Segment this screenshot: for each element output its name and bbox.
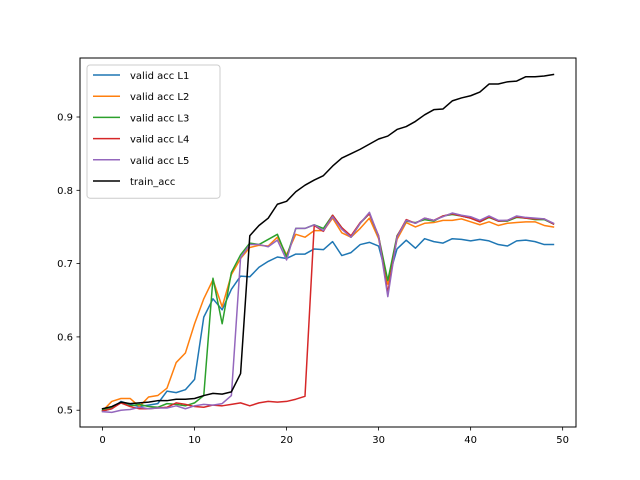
legend-label-4: valid acc L4 bbox=[130, 135, 189, 146]
legend-label-1: valid acc L1 bbox=[130, 71, 189, 82]
plot-area-frame bbox=[79, 57, 577, 428]
y-tick-label: 0.8 bbox=[57, 186, 73, 197]
x-tick-label: 0 bbox=[99, 435, 105, 446]
y-tick-label: 0.7 bbox=[57, 259, 73, 270]
legend-label-5: valid acc L5 bbox=[130, 156, 189, 167]
legend-label-3: valid acc L3 bbox=[130, 113, 189, 124]
x-tick-label: 30 bbox=[372, 435, 385, 446]
x-tick-label: 40 bbox=[464, 435, 477, 446]
legend-label-6: train_acc bbox=[130, 177, 175, 188]
y-tick-label: 0.5 bbox=[57, 406, 73, 417]
series-line-5 bbox=[101, 211, 555, 414]
series-line-1 bbox=[101, 237, 555, 412]
x-axis: 0 10 20 30 40 50 bbox=[99, 427, 569, 446]
y-tick-label: 0.9 bbox=[57, 113, 73, 124]
legend: valid acc L1 valid acc L2 valid acc L3 vali… bbox=[86, 64, 221, 199]
y-axis: 0.5 0.6 0.7 0.8 0.9 bbox=[57, 113, 80, 417]
series-line-6 bbox=[101, 73, 555, 410]
legend-label-2: valid acc L2 bbox=[130, 92, 189, 103]
y-tick-label: 0.6 bbox=[57, 332, 73, 343]
x-tick-label: 20 bbox=[280, 435, 293, 446]
series-group bbox=[101, 73, 555, 414]
x-tick-label: 50 bbox=[556, 435, 569, 446]
x-tick-label: 10 bbox=[188, 435, 201, 446]
legend-box bbox=[86, 64, 221, 199]
